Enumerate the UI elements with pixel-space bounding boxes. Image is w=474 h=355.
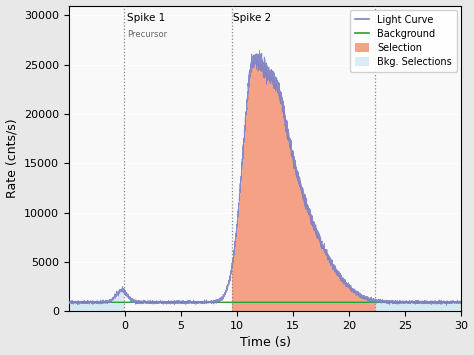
X-axis label: Time (s): Time (s) [240,337,291,349]
Legend: Light Curve, Background, Selection, Bkg. Selections: Light Curve, Background, Selection, Bkg.… [350,10,456,72]
Text: Precursor: Precursor [127,30,167,39]
Y-axis label: Rate (cnts/s): Rate (cnts/s) [6,119,18,198]
Text: Spike 2: Spike 2 [233,13,272,23]
Text: Spike 1: Spike 1 [127,13,165,23]
